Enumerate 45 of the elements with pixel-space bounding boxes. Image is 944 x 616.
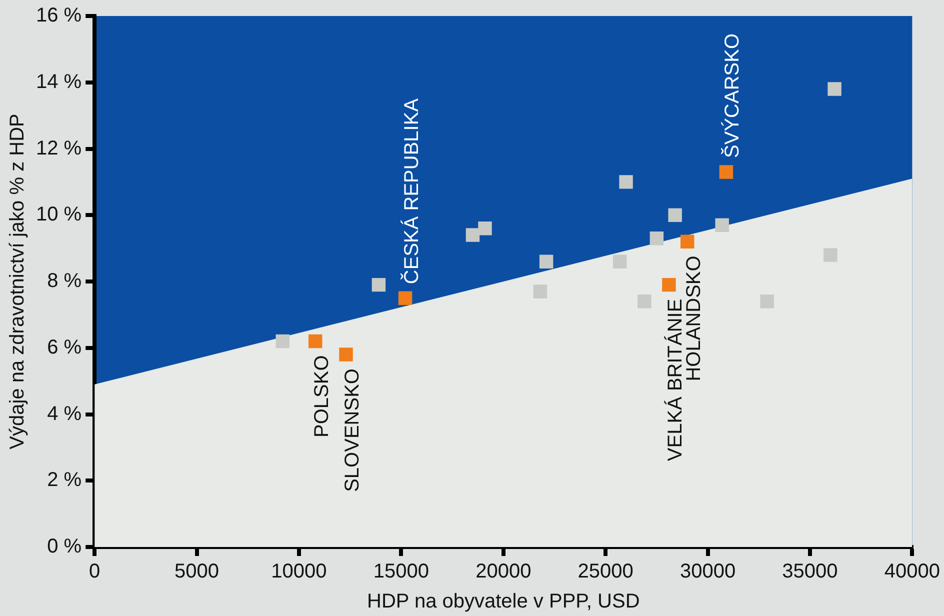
x-tick-label: 15000 [373,560,429,583]
point [372,278,386,292]
x-tick-label: 0 [89,560,100,583]
point [539,254,554,268]
point [478,222,492,236]
point [719,165,734,179]
point [466,228,480,242]
y-axis-title: Výdaje na zdravotnictví jako % z HDP [6,114,29,450]
x-tick-label: 10000 [271,560,327,583]
y-tick-label: 2 % [47,469,82,492]
y-tick-label: 16 % [36,4,82,27]
x-axis-title: HDP na obyvatele v PPP, USD [367,590,640,613]
y-tick-label: 8 % [47,270,82,292]
point [680,234,694,249]
x-tick-label: 30000 [680,560,736,583]
point [398,291,412,305]
annotation: POLSKO [310,355,333,438]
y-tick-label: 0 % [47,536,82,558]
point [760,294,774,308]
x-tick-label: 5000 [174,560,220,583]
annotation: SLOVENSKO [342,368,364,492]
x-tick-label: 40000 [884,560,940,583]
y-tick-label: 14 % [36,70,82,93]
point [662,278,676,292]
point [308,334,322,348]
point [828,82,842,96]
point [824,248,838,262]
point [613,254,627,268]
y-tick-label: 4 % [47,402,82,425]
x-tick-label: 25000 [578,560,634,583]
point [668,208,682,222]
point [339,348,353,362]
y-tick-label: 12 % [36,137,82,160]
point [276,334,290,348]
annotation: ČESKÁ REPUBLIKA [400,98,423,284]
point [715,218,729,232]
y-tick-label: 6 % [47,336,82,358]
point [533,284,548,298]
point [638,294,652,308]
x-tick-label: 20000 [476,560,532,583]
point [650,231,664,246]
y-tick-label: 10 % [36,204,82,226]
annotation: ŠVÝCARSKO [720,33,744,158]
x-tick-label: 35000 [782,560,838,583]
point [619,175,633,189]
